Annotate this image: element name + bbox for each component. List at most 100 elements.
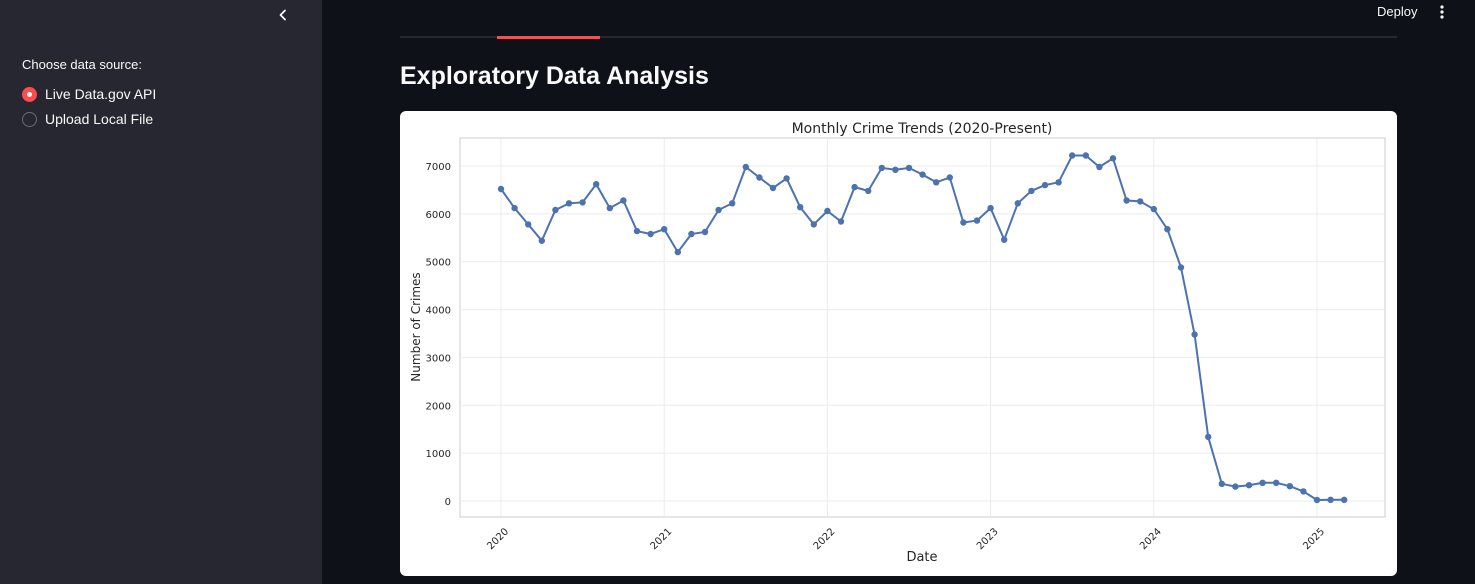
data-point — [1327, 496, 1334, 503]
y-tick-label: 3000 — [426, 353, 451, 364]
data-point — [865, 187, 872, 195]
radio-option-label: Upload Local File — [45, 111, 154, 127]
x-tick-label: 2021 — [649, 526, 675, 552]
data-point — [579, 199, 586, 206]
x-axis-ticks: 2020 2021 2022 2023 2024 2025 — [485, 526, 1327, 552]
tab-2-active[interactable] — [497, 10, 600, 38]
more-vertical-icon — [1440, 5, 1444, 19]
data-point — [620, 197, 627, 204]
y-tick-label: 1000 — [426, 449, 451, 460]
data-point — [878, 164, 885, 172]
data-point — [933, 179, 940, 186]
data-point — [1286, 483, 1293, 490]
data-point — [905, 164, 913, 172]
data-point — [837, 218, 845, 225]
chart-grid — [461, 139, 1384, 516]
x-tick-label: 2023 — [975, 526, 1001, 552]
y-tick-label: 7000 — [426, 162, 451, 173]
data-point — [1041, 181, 1049, 189]
data-point — [1313, 496, 1321, 504]
data-point — [497, 185, 505, 193]
data-point — [1259, 479, 1266, 486]
data-point — [701, 228, 709, 236]
collapse-sidebar-button[interactable] — [272, 4, 294, 26]
tab-bar-track — [400, 36, 1397, 38]
data-point — [1273, 479, 1280, 486]
main-menu-button[interactable] — [1432, 3, 1452, 21]
data-point — [647, 230, 654, 238]
chevron-left-icon — [279, 9, 286, 21]
data-point — [1300, 488, 1307, 495]
data-point — [715, 206, 722, 214]
data-point — [824, 207, 831, 215]
data-point — [525, 221, 532, 228]
data-point — [1245, 482, 1253, 489]
data-point — [756, 174, 763, 181]
data-point — [1001, 236, 1008, 243]
x-tick-label: 2024 — [1138, 526, 1164, 552]
plot-area — [459, 137, 1386, 518]
data-point — [1109, 155, 1117, 162]
data-point — [1137, 198, 1144, 205]
data-point — [1218, 480, 1225, 487]
data-point — [1069, 152, 1076, 159]
y-tick-label: 2000 — [426, 401, 451, 412]
y-axis-label: Number of Crimes — [409, 272, 423, 381]
data-point — [810, 221, 817, 228]
data-point — [1341, 496, 1348, 503]
data-point — [1123, 197, 1130, 204]
y-tick-label: 6000 — [426, 210, 451, 221]
x-tick-label: 2020 — [485, 526, 511, 552]
data-point — [674, 248, 681, 256]
radio-option-live-api[interactable]: Live Data.gov API — [22, 86, 156, 102]
data-point — [1164, 226, 1171, 233]
data-point — [688, 230, 695, 238]
data-point — [973, 217, 981, 224]
sidebar: Choose data source: Live Data.gov API Up… — [0, 0, 322, 584]
data-point — [851, 183, 858, 191]
data-point — [1177, 264, 1185, 271]
data-point — [742, 163, 749, 171]
y-tick-label: 5000 — [426, 258, 451, 269]
data-point — [1096, 163, 1103, 171]
data-point — [919, 171, 926, 178]
data-point — [552, 206, 559, 214]
data-point — [1191, 331, 1198, 338]
data-point — [783, 175, 790, 182]
radio-option-label: Live Data.gov API — [45, 86, 157, 102]
y-tick-label: 0 — [445, 497, 451, 508]
data-point — [892, 166, 899, 173]
data-point — [661, 226, 668, 233]
data-point — [538, 237, 545, 244]
x-tick-label: 2025 — [1301, 526, 1327, 552]
data-point — [1232, 483, 1239, 490]
data-point — [1205, 433, 1212, 441]
data-point — [1014, 200, 1021, 207]
x-axis-label: Date — [906, 550, 937, 565]
line-chart: Monthly Crime Trends (2020-Present) 0 100… — [409, 121, 1386, 565]
tab-1[interactable] — [400, 10, 497, 38]
y-tick-label: 4000 — [426, 306, 451, 317]
data-point — [1150, 205, 1157, 213]
radio-selected-indicator[interactable] — [22, 86, 37, 102]
series-points — [497, 152, 1348, 504]
x-tick-label: 2022 — [812, 526, 838, 552]
data-point — [593, 181, 600, 188]
y-axis-ticks: 0 1000 2000 3000 4000 5000 6000 7000 — [426, 162, 451, 508]
data-point — [1082, 152, 1089, 159]
chart-card: Monthly Crime Trends (2020-Present) 0 100… — [400, 111, 1397, 576]
data-point — [606, 204, 613, 212]
deploy-button[interactable]: Deploy — [1377, 4, 1418, 19]
data-point — [769, 184, 777, 192]
data-point — [1028, 187, 1035, 195]
data-point — [987, 204, 994, 212]
data-point — [946, 174, 953, 181]
data-point — [633, 227, 641, 235]
radio-option-upload-file[interactable]: Upload Local File — [22, 111, 153, 127]
radio-unselected-indicator[interactable] — [22, 111, 37, 127]
data-point — [511, 204, 518, 212]
active-tab-indicator — [497, 36, 600, 39]
data-point — [565, 200, 573, 207]
data-point — [797, 204, 804, 211]
